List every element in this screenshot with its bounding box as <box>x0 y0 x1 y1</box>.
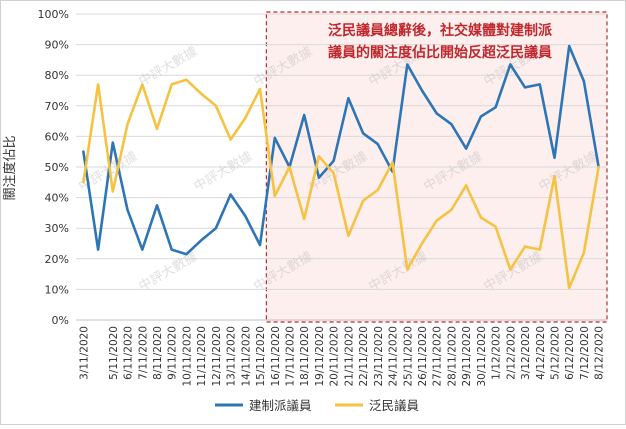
x-tick-label: 8/11/2020 <box>152 326 164 380</box>
x-tick-label: 28/11/2020 <box>446 326 458 387</box>
x-tick-label: 25/11/2020 <box>402 326 414 387</box>
x-tick-label: 5/12/2020 <box>549 326 561 380</box>
x-tick-label: 26/11/2020 <box>417 326 429 387</box>
x-tick-label: 13/11/2020 <box>226 326 238 387</box>
x-tick-label: 1/12/2020 <box>491 326 503 380</box>
x-tick-label: 24/11/2020 <box>388 326 400 387</box>
series-line-pro-establishment <box>82 44 600 256</box>
x-tick-label: 20/11/2020 <box>329 326 341 387</box>
x-tick-label: 3/12/2020 <box>520 326 532 380</box>
x-tick-label: 7/12/2020 <box>579 326 591 380</box>
y-tick-label: 100% <box>38 8 69 21</box>
legend-label: 泛民議員 <box>369 398 420 413</box>
x-tick-label: 6/11/2020 <box>123 326 135 380</box>
x-tick-label: 9/11/2020 <box>167 326 179 380</box>
x-tick-label: 5/11/2020 <box>108 326 120 380</box>
x-tick-label: 27/11/2020 <box>432 326 444 387</box>
series-line-pan-democrat <box>82 78 600 290</box>
y-tick-label: 70% <box>45 100 69 113</box>
x-tick-label: 15/11/2020 <box>255 326 267 387</box>
x-tick-label: 16/11/2020 <box>270 326 282 387</box>
x-tick-label: 7/11/2020 <box>137 326 149 380</box>
x-tick-label: 18/11/2020 <box>299 326 311 387</box>
x-tick-label: 6/12/2020 <box>564 326 576 380</box>
x-tick-label: 2/12/2020 <box>505 326 517 380</box>
legend: 建制派議員 泛民議員 <box>215 398 420 413</box>
x-tick-label: 8/12/2020 <box>594 326 606 380</box>
y-axis-label: 關注度佔比 <box>2 135 18 200</box>
annotation-line: 議員的關注度佔比開始反超泛民議員 <box>328 44 552 61</box>
x-tick-label: 22/11/2020 <box>358 326 370 387</box>
x-tick-label: 4/12/2020 <box>535 326 547 380</box>
x-tick-label: 10/11/2020 <box>181 326 193 387</box>
x-tick-label: 12/11/2020 <box>211 326 223 387</box>
y-tick-label: 30% <box>45 222 69 235</box>
y-tick-label: 50% <box>45 161 69 174</box>
y-tick-label: 80% <box>45 69 69 82</box>
x-tick-label: 19/11/2020 <box>314 326 326 387</box>
x-tick-label: 21/11/2020 <box>343 326 355 387</box>
x-tick-label: 29/11/2020 <box>461 326 473 387</box>
y-tick-label: 40% <box>45 192 69 205</box>
y-tick-label: 10% <box>45 283 69 296</box>
y-tick-label: 0% <box>52 314 69 327</box>
x-tick-label: 23/11/2020 <box>373 326 385 387</box>
y-tick-label: 20% <box>45 253 69 266</box>
y-tick-label: 90% <box>45 39 69 52</box>
legend-label: 建制派議員 <box>249 398 312 413</box>
x-tick-label: 11/11/2020 <box>196 326 208 387</box>
x-tick-label: 17/11/2020 <box>284 326 296 387</box>
x-tick-label: 3/11/2020 <box>78 326 90 380</box>
x-tick-label: 14/11/2020 <box>240 326 252 387</box>
x-tick-label: 30/11/2020 <box>476 326 488 387</box>
y-tick-label: 60% <box>45 130 69 143</box>
annotation-line: 泛民議員總辭後，社交媒體對建制派 <box>328 22 553 39</box>
